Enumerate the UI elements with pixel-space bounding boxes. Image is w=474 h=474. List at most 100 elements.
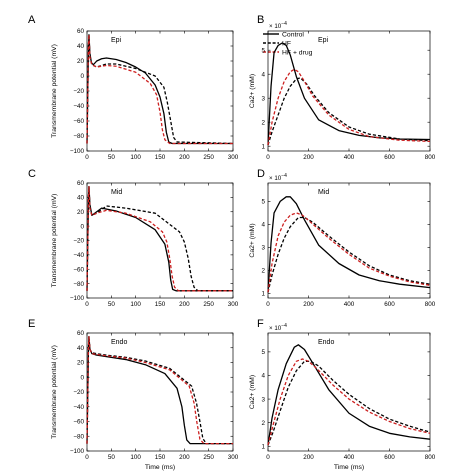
y-tick-label: 40: [77, 195, 85, 202]
x-axis-title: Time (ms): [145, 464, 175, 471]
panel-letter-a: A: [28, 14, 36, 26]
panel-letter-f: F: [257, 318, 264, 330]
x-tick-label: 250: [203, 154, 214, 161]
y-tick-label: −80: [73, 133, 84, 140]
series-hf: [267, 77, 431, 146]
x-tick-label: 50: [108, 154, 116, 161]
y-tick-label: 2: [261, 119, 265, 126]
x-tick-label: 150: [155, 301, 166, 308]
series-control: [267, 344, 431, 446]
y-tick-label: −20: [73, 88, 84, 95]
y-tick-label: 40: [77, 345, 85, 352]
x-tick-label: 300: [228, 454, 239, 461]
y-tick-label: 5: [261, 349, 265, 356]
x-tick-label: 50: [108, 454, 116, 461]
x-tick-label: 250: [203, 454, 214, 461]
y-tick-label: 60: [77, 180, 85, 187]
y-multiplier: × 10−4: [269, 323, 287, 332]
x-tick-label: 300: [228, 154, 239, 161]
x-tick-label: 0: [85, 301, 89, 308]
y-tick-label: 2: [261, 268, 265, 275]
y-tick-label: −100: [70, 295, 85, 302]
series-hf-drug: [267, 358, 431, 446]
y-tick-label: −100: [70, 148, 85, 155]
panel-a: A0 50 100 150 200 250 3006040200−20−40−60−80−1…: [28, 14, 313, 161]
series-hf-drug: [86, 336, 233, 445]
x-tick-label: 200: [179, 301, 190, 308]
y-tick-label: 0: [80, 374, 84, 381]
y-axis-title: Ca2+ (mM): [249, 74, 256, 108]
panel-subtitle: Epi: [111, 37, 122, 44]
panel-subtitle: Mid: [318, 189, 329, 196]
x-tick-label: 800: [425, 154, 436, 161]
y-axis-title: Transmembrane potential (mV): [51, 345, 58, 439]
panel-c: C0 50 100 150 200 250 3006040200−20−40−60−80−1…: [28, 168, 239, 308]
x-tick-label: 50: [108, 301, 116, 308]
x-tick-label: 800: [425, 454, 436, 461]
y-multiplier: × 10−4: [269, 173, 287, 182]
y-tick-label: −40: [73, 103, 84, 110]
x-tick-label: 600: [384, 454, 395, 461]
y-tick-label: 5: [261, 47, 265, 54]
y-tick-label: −60: [73, 266, 84, 273]
series-hf-drug: [267, 212, 431, 293]
panel-b: B 0 200 400 600 800 5 4 3 2 1 Ca2+ (mM) × 10−4 Epi: [249, 14, 436, 161]
y-tick-label: 3: [261, 396, 265, 403]
legend: Control HF HF + drug: [263, 31, 313, 56]
x-tick-label: 250: [203, 301, 214, 308]
y-tick-label: 20: [77, 360, 85, 367]
y-axis-title: Transmembrane potential (mV): [51, 194, 58, 288]
series-control: [267, 196, 431, 293]
y-tick-label: 1: [261, 143, 265, 150]
legend-label: HF + drug: [282, 49, 313, 56]
y-tick-label: −20: [73, 238, 84, 245]
y-tick-label: 0: [80, 73, 84, 80]
panel-f: F 0 200 400 600 800 5 4 3 2 1 Ca2+ (mM) Time (ms) × 1…: [249, 318, 436, 471]
axes-frame: [86, 182, 234, 299]
series-hf-drug: [86, 185, 233, 292]
y-tick-label: 2: [261, 420, 265, 427]
x-tick-label: 0: [266, 154, 270, 161]
y-tick-label: 4: [261, 71, 265, 78]
x-tick-label: 800: [425, 301, 436, 308]
series-hf: [86, 185, 233, 292]
y-tick-label: −40: [73, 252, 84, 259]
series-hf-drug: [86, 34, 233, 145]
y-multiplier: × 10−4: [269, 21, 287, 30]
y-tick-label: −80: [73, 433, 84, 440]
y-tick-label: 3: [261, 245, 265, 252]
x-tick-label: 200: [303, 301, 314, 308]
x-tick-label: 200: [179, 454, 190, 461]
y-tick-label: 5: [261, 199, 265, 206]
axes-frame: [86, 30, 234, 152]
x-tick-label: 400: [344, 454, 355, 461]
series-control: [267, 42, 431, 146]
panel-subtitle: Mid: [111, 189, 122, 196]
panel-subtitle: Endo: [318, 339, 334, 346]
series-hf: [267, 360, 431, 446]
y-tick-label: 20: [77, 58, 85, 65]
x-tick-label: 0: [266, 301, 270, 308]
y-tick-label: 60: [77, 330, 85, 337]
series-control: [86, 336, 233, 445]
panel-letter-b: B: [257, 14, 264, 26]
x-tick-label: 0: [266, 454, 270, 461]
x-tick-label: 150: [155, 154, 166, 161]
panel-subtitle: Endo: [111, 339, 127, 346]
x-tick-label: 200: [303, 454, 314, 461]
x-tick-label: 100: [130, 454, 141, 461]
y-tick-label: 1: [261, 443, 265, 450]
y-tick-label: −60: [73, 118, 84, 125]
y-tick-label: 1: [261, 291, 265, 298]
y-tick-label: 40: [77, 43, 85, 50]
y-tick-label: 3: [261, 95, 265, 102]
y-axis-title: Ca2+ (mM): [249, 375, 256, 409]
x-tick-label: 200: [303, 154, 314, 161]
legend-label: HF: [282, 40, 291, 47]
x-tick-label: 0: [85, 454, 89, 461]
y-axis-title: Transmembrane potential (mV): [51, 44, 58, 138]
y-tick-label: 20: [77, 209, 85, 216]
x-tick-label: 0: [85, 154, 89, 161]
y-tick-label: −100: [70, 448, 85, 455]
